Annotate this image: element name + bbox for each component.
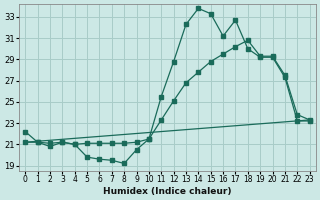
X-axis label: Humidex (Indice chaleur): Humidex (Indice chaleur) [103, 187, 232, 196]
